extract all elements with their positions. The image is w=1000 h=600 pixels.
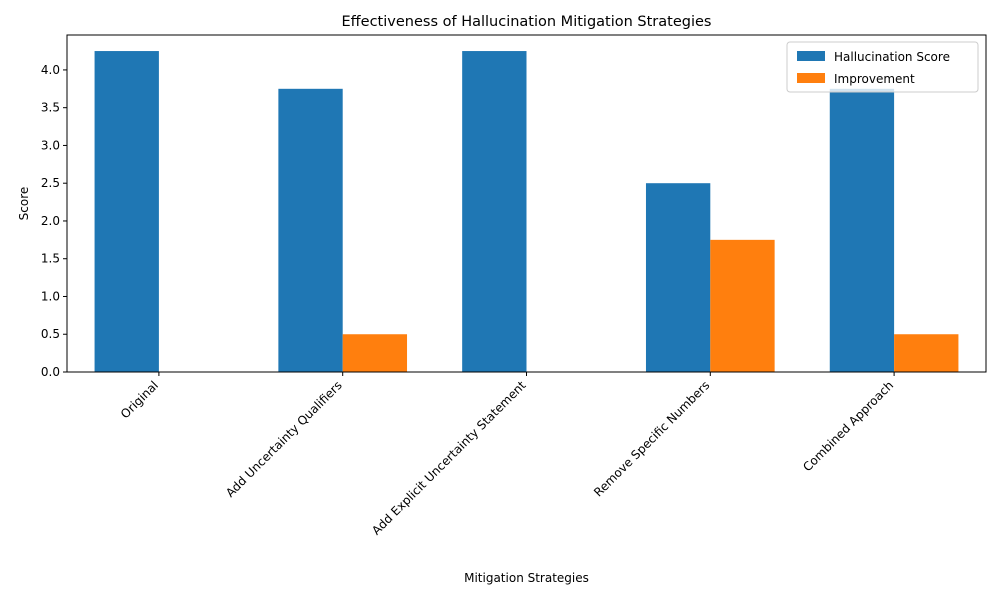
y-tick-label: 3.0 <box>41 138 60 152</box>
chart-title: Effectiveness of Hallucination Mitigatio… <box>342 14 712 30</box>
y-tick-label: 0.5 <box>41 327 60 341</box>
bar-improvement-4 <box>894 334 959 372</box>
y-tick-label: 2.0 <box>41 214 60 228</box>
y-tick-label: 0.0 <box>41 365 60 379</box>
x-axis-title: Mitigation Strategies <box>464 571 589 585</box>
legend-swatch <box>797 73 825 83</box>
x-tick-label: Add Explicit Uncertainty Statement <box>369 378 529 538</box>
bar-hallucination-score-4 <box>829 88 895 372</box>
x-tick-label: Add Uncertainty Qualifiers <box>223 378 345 500</box>
bar-improvement-1 <box>342 334 408 372</box>
legend-label: Hallucination Score <box>834 50 950 64</box>
y-axis: 0.0 0.5 1.0 1.5 2.0 2.5 3.0 3.5 4.0 <box>41 63 67 379</box>
bar-hallucination-score-0 <box>94 51 159 373</box>
x-tick-label: Combined Approach <box>800 378 896 474</box>
x-tick-label: Original <box>118 378 161 421</box>
y-tick-label: 1.0 <box>41 289 60 303</box>
x-tick-label: Remove Specific Numbers <box>591 378 712 499</box>
bar-hallucination-score-3 <box>645 183 711 372</box>
legend: Hallucination Score Improvement <box>786 41 979 93</box>
bar-hallucination-score-2 <box>462 51 527 373</box>
y-tick-label: 2.5 <box>41 176 60 190</box>
legend-swatch <box>797 51 825 61</box>
bar-improvement-3 <box>710 239 775 372</box>
y-tick-label: 3.5 <box>41 101 60 115</box>
legend-label: Improvement <box>834 72 915 86</box>
bars-layer <box>94 51 959 373</box>
x-axis: Original Add Uncertainty Qualifiers Add Ex… <box>118 372 896 538</box>
y-axis-title: Score <box>17 187 31 221</box>
legend-box <box>786 41 979 93</box>
plot-frame <box>66 34 987 373</box>
y-tick-label: 4.0 <box>41 63 60 77</box>
y-tick-label: 1.5 <box>41 252 60 266</box>
bar-hallucination-score-1 <box>278 88 343 372</box>
